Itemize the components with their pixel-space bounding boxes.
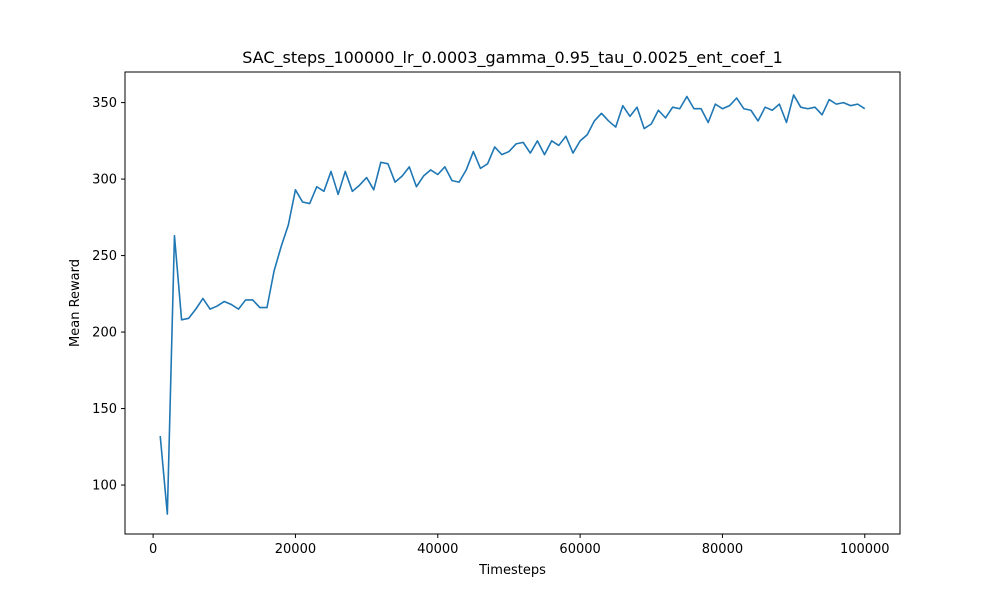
x-tick-label: 40000: [417, 542, 458, 557]
y-axis-label: Mean Reward: [68, 259, 83, 347]
x-tick-label: 20000: [275, 542, 316, 557]
y-axis: 100 150 200 250 300 350: [92, 96, 125, 494]
y-tick-label: 200: [92, 326, 117, 341]
y-tick-label: 250: [92, 249, 117, 264]
x-tick-label: 60000: [559, 542, 600, 557]
series-line: [159, 94, 866, 515]
y-tick-label: 350: [92, 96, 117, 111]
x-axis: 0 20000 40000 60000 80000 100000: [149, 534, 890, 557]
y-tick-label: 100: [92, 479, 117, 494]
y-tick-label: 300: [92, 173, 117, 188]
y-tick-label: 150: [92, 402, 117, 417]
x-tick-label: 100000: [840, 542, 890, 557]
x-tick-label: 0: [149, 542, 157, 557]
chart-title: SAC_steps_100000_lr_0.0003_gamma_0.95_ta…: [242, 48, 783, 68]
plot-frame: [124, 71, 901, 535]
x-axis-label: Timesteps: [478, 563, 546, 578]
x-tick-label: 80000: [702, 542, 743, 557]
